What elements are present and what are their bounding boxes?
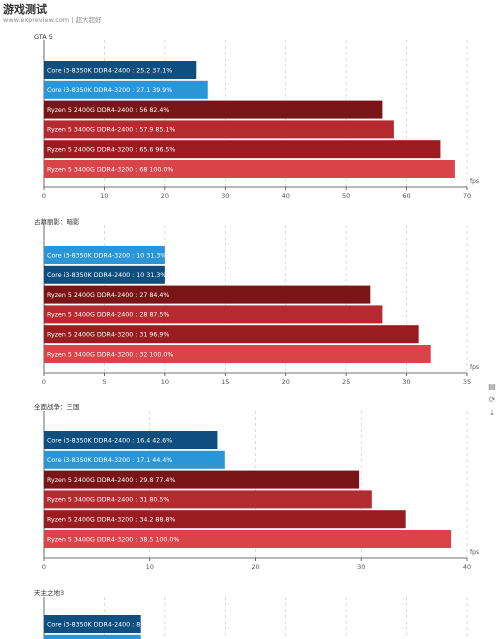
bar[interactable] — [44, 61, 197, 79]
bar[interactable] — [44, 634, 141, 639]
bar-label: Ryzen 5 2400G DDR4-3200 : 34.2 88.8% — [47, 517, 175, 524]
bar[interactable] — [44, 345, 431, 363]
bar-label: Ryzen 5 2400G DDR4-3200 : 65.6 96.5% — [47, 147, 175, 154]
x-tick-label: 20 — [282, 378, 290, 386]
bar-label: Core i3-8350K DDR4-3200 : 27.1 39.9% — [47, 87, 172, 94]
bar[interactable] — [44, 285, 371, 304]
page-title: 游戏测试 — [3, 3, 47, 16]
page-subtitle: www.expreview.com | 超大超好 — [3, 16, 102, 24]
x-tick-label: 30 — [221, 192, 229, 200]
chart-panel-0: GTA 5 Core i3-8350K DDR4-2400 : 25.2 37.1… — [34, 33, 479, 200]
x-tick-label: 40 — [282, 192, 290, 200]
x-tick-label: 25 — [342, 378, 350, 386]
x-tick-label: 0 — [42, 563, 46, 571]
bar-label: Ryzen 5 2400G DDR4-2400 : 29.8 77.4% — [47, 477, 175, 484]
chart-title: 全面战争：三国 — [34, 402, 80, 411]
chart-title: 天主之地3 — [34, 588, 64, 597]
bar-label: Core i3-8350K DDR4-2400 : 16.4 42.6% — [47, 437, 172, 444]
bar-label: Core i3-8350K DDR4-2400 : 10 31.3% — [47, 272, 166, 279]
save-image-icon[interactable]: ⤓ — [490, 408, 494, 417]
bar-label: Ryzen 5 3400G DDR4-3200 : 38.5 100.0% — [47, 536, 179, 543]
chart-toolbox: ▤ ⟳ ⤓ — [486, 380, 498, 419]
bar-label: Core i3-8350K DDR4-3200 : 17.1 44.4% — [47, 457, 172, 464]
data-view-icon[interactable]: ▤ — [488, 382, 496, 391]
x-tick-label: 0 — [42, 192, 46, 200]
chart-panel-1: 古墓丽影：暗影 Core i3-8350K DDR4-3200 : 10 31.3… — [34, 217, 479, 386]
bar-label: Ryzen 5 2400G DDR4-2400 : 27 84.4% — [47, 292, 169, 299]
x-tick-label: 5 — [102, 378, 106, 386]
bar-label: Ryzen 5 3400G DDR4-2400 : 57.9 85.1% — [47, 127, 175, 134]
bar-label: Core i3-8350K DDR4-2400 : 25.2 37.1% — [47, 67, 172, 74]
x-tick-label: 10 — [161, 378, 169, 386]
x-tick-label: 20 — [161, 192, 169, 200]
bar[interactable] — [44, 265, 165, 284]
bar[interactable] — [44, 246, 165, 264]
bar[interactable] — [44, 100, 383, 119]
bar[interactable] — [44, 140, 441, 159]
x-tick-label: 0 — [42, 378, 46, 386]
bar[interactable] — [44, 450, 225, 469]
bar[interactable] — [44, 325, 419, 344]
bar[interactable] — [44, 120, 394, 139]
bar-label: Core i3-8350K DDR4-3200 : 10 31.3% — [47, 252, 166, 259]
restore-icon[interactable]: ⟳ — [488, 395, 496, 404]
bar[interactable] — [44, 160, 455, 178]
bar-label: Ryzen 5 2400G DDR4-2400 : 56 82.4% — [47, 107, 169, 114]
x-axis-unit: fps — [470, 549, 479, 556]
x-axis-unit: fps — [470, 178, 479, 185]
bar[interactable] — [44, 470, 360, 489]
x-tick-label: 40 — [463, 563, 471, 571]
bar[interactable] — [44, 615, 141, 633]
bar-label: Ryzen 5 3400G DDR4-2400 : 31 80.5% — [47, 497, 169, 504]
chart-panel-2: 全面战争：三国 Core i3-8350K DDR4-2400 : 16.4 42… — [34, 402, 479, 571]
x-tick-label: 15 — [221, 378, 229, 386]
x-tick-label: 35 — [463, 378, 471, 386]
bar[interactable] — [44, 305, 383, 324]
bar[interactable] — [44, 490, 372, 509]
x-tick-label: 60 — [402, 192, 410, 200]
chart-title: GTA 5 — [34, 33, 53, 41]
bar-label: Ryzen 5 3400G DDR4-2400 : 28 87.5% — [47, 312, 169, 319]
bar-label: Core i3-8350K DDR4-2400 : 8 — [47, 621, 140, 628]
x-tick-label: 30 — [357, 563, 365, 571]
bar[interactable] — [44, 530, 452, 548]
x-tick-label: 20 — [251, 563, 259, 571]
x-tick-label: 10 — [146, 563, 154, 571]
chart-panel-3: 天主之地3 Core i3-8350K DDR4-2400 : 8 — [34, 588, 468, 639]
x-tick-label: 70 — [463, 192, 471, 200]
x-tick-label: 30 — [402, 378, 410, 386]
bar-label: Ryzen 5 3400G DDR4-3200 : 32 100.0% — [47, 351, 173, 358]
x-axis-unit: fps — [470, 364, 479, 371]
bar[interactable] — [44, 80, 208, 99]
chart-title: 古墓丽影：暗影 — [34, 217, 80, 226]
bar-label: Ryzen 5 3400G DDR4-3200 : 68 100.0% — [47, 166, 173, 173]
bar[interactable] — [44, 510, 406, 529]
x-tick-label: 10 — [100, 192, 108, 200]
x-tick-label: 50 — [342, 192, 350, 200]
bar[interactable] — [44, 431, 218, 449]
bar-label: Ryzen 5 2400G DDR4-3200 : 31 96.9% — [47, 332, 169, 339]
